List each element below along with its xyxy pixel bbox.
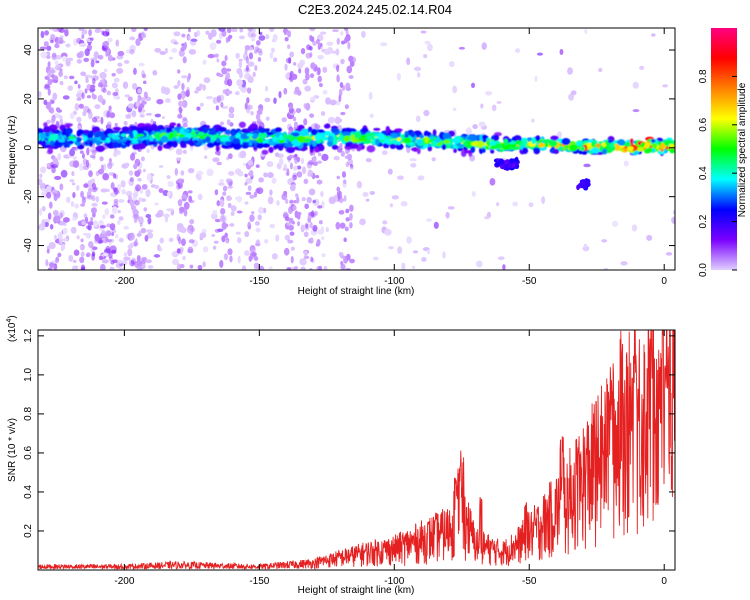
snr-y-multiplier-exponent: 4 <box>6 319 13 323</box>
snr-y-multiplier-suffix: ) <box>7 315 18 318</box>
colorbar-tick-label: 0.2 <box>698 214 709 228</box>
snr-y-tick-label: 1.0 <box>23 367 34 381</box>
colorbar-tick-label: 0.8 <box>698 69 709 83</box>
colorbar: 0.0 0.2 0.4 0.6 0.8 Normalized spectral ampl… <box>698 28 748 277</box>
snr-series-line <box>38 330 675 570</box>
snr-panel: -200 -150 -100 -50 0 0.2 0.4 0.6 0.8 1.0 1.2 Heig… <box>6 315 676 596</box>
snr-y-ticks: 0.2 0.4 0.6 0.8 1.0 1.2 <box>23 328 675 538</box>
snr-frame <box>37 329 676 571</box>
snr-x-axis-label: Height of straight line (km) <box>298 585 415 596</box>
spectrogram-y-tick-label: 0 <box>23 145 34 151</box>
spectrogram-dip-feature <box>576 178 591 191</box>
colorbar-gradient <box>711 28 737 270</box>
colorbar-label: Normalized spectral amplitude <box>737 82 748 217</box>
spectrogram-y-axis-label: Frequency (Hz) <box>7 116 18 185</box>
snr-y-tick-label: 1.2 <box>23 328 34 342</box>
colorbar-tick-label: 0.6 <box>698 117 709 131</box>
snr-x-tick-label: -200 <box>114 576 134 587</box>
chart-title: C2E3.2024.245.02.14.R04 <box>298 2 452 17</box>
snr-y-multiplier-prefix: (x10 <box>7 322 18 342</box>
spectrogram-x-tick-label: -200 <box>114 276 134 287</box>
spectrogram-frame <box>37 27 676 271</box>
spectrogram-y-tick-label: -20 <box>23 189 34 204</box>
spectrogram-x-tick-label: -50 <box>522 276 537 287</box>
snr-y-axis-label: SNR (10 * v/v) <box>7 418 18 482</box>
snr-y-tick-label: 0.4 <box>23 485 34 499</box>
spectrogram-ridge <box>38 121 675 157</box>
snr-x-ticks: -200 -150 -100 -50 0 <box>114 330 667 587</box>
spectrogram-side-band <box>493 156 520 171</box>
snr-y-multiplier: (x104) <box>6 315 18 342</box>
spectrogram-x-tick-label: 0 <box>661 276 667 287</box>
spectrogram-x-ticks: -200 -150 -100 -50 0 <box>114 28 667 287</box>
spectrogram-y-tick-label: 40 <box>23 44 34 56</box>
spectrogram-y-tick-label: -40 <box>23 238 34 253</box>
snr-y-tick-label: 0.2 <box>23 524 34 538</box>
snr-x-tick-label: 0 <box>661 576 667 587</box>
colorbar-tick-label: 0.4 <box>698 166 709 180</box>
spectrogram-x-tick-label: -150 <box>249 276 269 287</box>
colorbar-ticks: 0.0 0.2 0.4 0.6 0.8 <box>698 69 737 277</box>
colorbar-tick-label: 0.0 <box>698 263 709 277</box>
spectrogram-x-tick-label: -100 <box>384 276 404 287</box>
snr-y-tick-label: 0.6 <box>23 446 34 460</box>
spectrogram-image <box>38 28 675 270</box>
spectrogram-y-ticks: -40 -20 0 20 40 <box>23 44 675 253</box>
snr-x-tick-label: -50 <box>522 576 537 587</box>
snr-y-tick-label: 0.8 <box>23 407 34 421</box>
snr-x-tick-label: -150 <box>249 576 269 587</box>
snr-x-tick-label: -100 <box>384 576 404 587</box>
spectrogram-y-tick-label: 20 <box>23 93 34 105</box>
spectrogram-x-axis-label: Height of straight line (km) <box>298 286 415 297</box>
